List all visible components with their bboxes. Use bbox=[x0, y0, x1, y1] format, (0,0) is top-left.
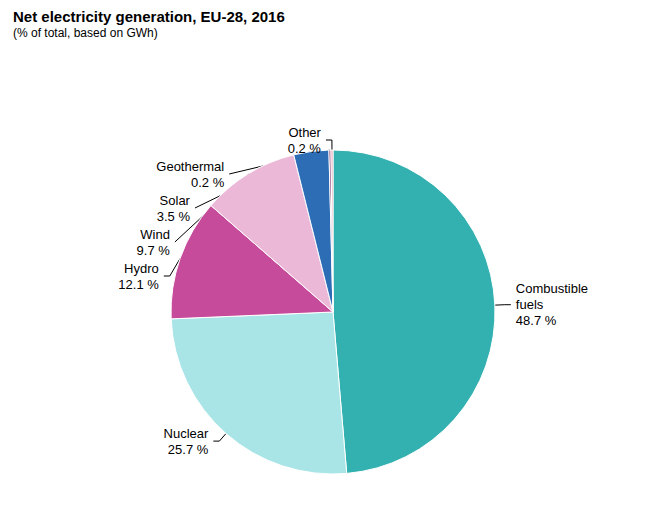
svg-text:0.2 %: 0.2 % bbox=[288, 141, 322, 156]
svg-text:25.7 %: 25.7 % bbox=[168, 442, 209, 457]
svg-text:3.5 %: 3.5 % bbox=[157, 209, 191, 224]
svg-text:Solar: Solar bbox=[160, 193, 191, 208]
svg-text:12.1 %: 12.1 % bbox=[118, 277, 159, 292]
svg-text:(% of total, based on GWh): (% of total, based on GWh) bbox=[13, 26, 158, 40]
svg-text:Hydro: Hydro bbox=[124, 261, 159, 276]
svg-text:Other: Other bbox=[288, 125, 321, 140]
svg-text:0.2 %: 0.2 % bbox=[191, 175, 225, 190]
svg-text:Wind: Wind bbox=[140, 227, 170, 242]
svg-text:fuels: fuels bbox=[516, 297, 544, 312]
svg-text:Combustible: Combustible bbox=[516, 281, 592, 296]
svg-text:Net electricity generation, EU: Net electricity generation, EU-28, 2016 bbox=[13, 8, 285, 25]
svg-text:48.7 %: 48.7 % bbox=[516, 313, 557, 328]
svg-text:9.7 %: 9.7 % bbox=[137, 243, 171, 258]
svg-text:Nuclear: Nuclear bbox=[164, 426, 209, 441]
svg-text:Geothermal: Geothermal bbox=[156, 159, 224, 174]
